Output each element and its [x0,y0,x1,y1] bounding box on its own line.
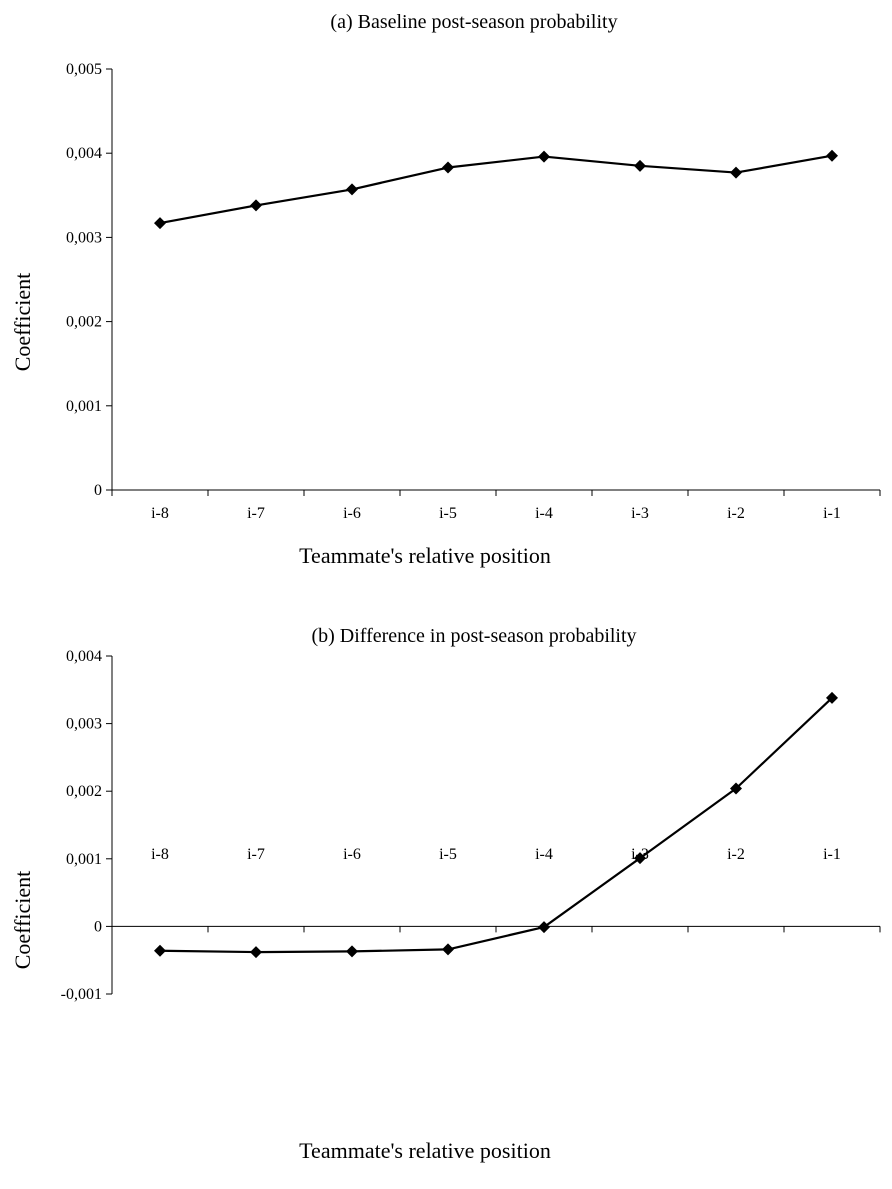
chart-a-point-i-1 [826,149,838,162]
chart-a-xtick-label: i-7 [247,505,265,522]
chart-b-xtick-label: i-5 [439,846,457,863]
chart-b-point-i-5 [442,943,454,956]
chart-b-xtick-label: i-1 [823,846,841,863]
chart-a-ytick-label: 0,004 [66,145,102,162]
chart-a-ytick-label: 0,005 [66,61,102,78]
chart-a-point-i-2 [730,166,742,179]
chart-b-xlabel: Teammate's relative position [299,1138,551,1163]
chart-b-point-i-6 [346,945,358,958]
chart-a-series-line [159,154,833,225]
chart-b-title: (b) Difference in post-season probabilit… [311,625,636,647]
chart-b-point-i-3 [634,852,646,865]
chart-b-ytick-label: 0 [94,918,102,935]
chart-a-point-i-7 [250,199,262,212]
chart-b-point-i-4 [538,921,550,934]
chart-a-axes [111,69,880,491]
chart-b-point-i-2 [730,782,742,795]
chart-a-ylabel: Coefficient [10,273,35,372]
chart-b-point-i-1 [826,691,838,704]
chart-b-series-line [159,697,833,954]
chart-a-xtick-label: i-6 [343,505,361,522]
chart-a-point-i-5 [442,161,454,174]
chart-a-xtick-label: i-8 [151,505,169,522]
chart-b-ytick-label: 0,003 [66,716,102,733]
chart-b-xtick-label: i-6 [343,846,361,863]
chart-a-xtick-label: i-5 [439,505,457,522]
chart-a-xtick-label: i-4 [535,505,553,522]
chart-b-yticks: -0,001 0 0,001 0,002 0,003 0,004 [61,648,112,1003]
chart-b-xtick-label: i-2 [727,846,745,863]
chart-difference: (b) Difference in post-season probabilit… [10,625,881,1163]
chart-baseline: (a) Baseline post-season probability Coe… [10,11,881,568]
chart-a-point-i-4 [538,150,550,163]
chart-a-xtick-label: i-3 [631,505,649,522]
chart-a-point-i-8 [154,217,166,230]
chart-b-xtick-label: i-8 [151,846,169,863]
chart-b-point-i-7 [250,946,262,959]
chart-a-point-i-6 [346,183,358,196]
chart-b-ytick-label: 0,001 [66,851,102,868]
chart-b-xticks: i-8i-7i-6i-5i-4i-3i-2i-1 [111,846,881,933]
chart-b-ytick-label: -0,001 [61,986,102,1003]
chart-a-title: (a) Baseline post-season probability [330,11,617,33]
chart-b-xtick-label: i-4 [535,846,553,863]
chart-a-ytick-label: 0,001 [66,398,102,415]
chart-a-ytick-label: 0,003 [66,229,102,246]
chart-b-series [154,691,838,959]
chart-a-point-i-3 [634,159,646,172]
chart-b-xtick-label: i-7 [247,846,265,863]
chart-a-xtick-label: i-1 [823,505,841,522]
chart-a-ytick-label: 0 [94,482,102,499]
chart-a-yticks: 0 0,001 0,002 0,003 0,004 0,005 [66,61,112,499]
chart-a-series [154,149,838,230]
chart-b-ytick-label: 0,004 [66,648,102,665]
chart-a-ytick-label: 0,002 [66,314,102,331]
chart-b-ytick-label: 0,002 [66,783,102,800]
chart-b-point-i-8 [154,944,166,957]
chart-a-xtick-label: i-2 [727,505,745,522]
chart-a-xticks: i-8 i-7 i-6 i-5 i-4 i-3 i-2 i-1 [111,490,881,522]
chart-b-axes [111,656,880,994]
chart-a-xlabel: Teammate's relative position [299,543,551,568]
chart-b-ylabel: Coefficient [10,871,35,970]
